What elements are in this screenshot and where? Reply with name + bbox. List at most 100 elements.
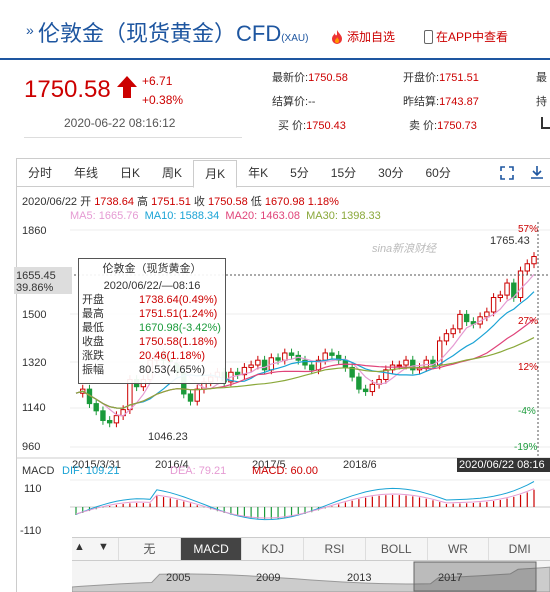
- ohlc-close: 1750.58: [207, 196, 248, 208]
- tab-15min[interactable]: 15分: [319, 160, 368, 187]
- navigator-selection[interactable]: [413, 561, 537, 592]
- change-value: +6.71: [142, 74, 173, 88]
- tab-monthly-k[interactable]: 月K: [193, 160, 238, 188]
- pct-tick-neg19: -19%: [514, 442, 537, 453]
- indicator-tabs: 无 MACD KDJ RSI BOLL WR DMI: [72, 537, 550, 561]
- tooltip-row: 开盘 1738.64(0.49%): [82, 294, 218, 306]
- navigator-area: [72, 566, 550, 592]
- tab-weekly-k[interactable]: 周K: [151, 160, 194, 187]
- candle-body: [255, 359, 261, 366]
- candle-body: [248, 364, 254, 368]
- indicator-wr[interactable]: WR: [426, 538, 489, 560]
- candle-body: [443, 333, 450, 342]
- divider: [24, 137, 242, 138]
- quote-field-bid: 买 价:1750.43: [278, 120, 346, 132]
- candle-body: [261, 359, 268, 371]
- ohlc-pct: 1.18%: [307, 196, 339, 208]
- candle-body: [403, 359, 409, 366]
- y-tick-960: 960: [22, 441, 40, 453]
- tooltip-row: 涨跌 20.46(1.18%): [82, 350, 206, 362]
- candle-body: [410, 359, 416, 371]
- navigator-year-2005: 2005: [166, 572, 190, 584]
- candle-body: [524, 263, 530, 272]
- period-tabs: 分时 年线 日K 周K 月K 年K 5分 15分 30分 60分: [17, 160, 550, 188]
- indicator-dmi[interactable]: DMI: [488, 538, 550, 560]
- ma30-label: MA30: 1398.33: [306, 210, 381, 222]
- candle-body: [106, 419, 113, 424]
- ohlc-summary: 2020/06/22 开 1738.64 高 1751.51 收 1750.58…: [22, 196, 339, 208]
- candle-tooltip: 伦敦金（现货黄金） 2020/06/22/—08:16 开盘 1738.64(0.…: [78, 258, 226, 384]
- watermark: sina新浪财经: [372, 242, 437, 255]
- tabbar-filler: [461, 160, 550, 187]
- candle-body: [362, 388, 369, 393]
- phone-icon: [424, 29, 433, 44]
- y-tick-1500: 1500: [22, 309, 46, 321]
- ma10-line: [75, 291, 535, 409]
- dea-line: [75, 488, 535, 519]
- candle-body: [497, 294, 504, 299]
- ma-legend: MA5: 1665.76 MA10: 1588.34 MA20: 1463.08…: [70, 210, 381, 222]
- add-favorite-button[interactable]: 添加自选: [330, 28, 395, 45]
- candle-body: [275, 357, 281, 361]
- ma30-line: [75, 337, 535, 409]
- cursor-value-box: [14, 267, 72, 294]
- title-prefix: »: [26, 22, 34, 38]
- tab-daily-k[interactable]: 日K: [109, 160, 152, 187]
- view-in-app-label: 在APP中查看: [436, 30, 509, 44]
- tab-yearly-k[interactable]: 年K: [237, 160, 280, 187]
- macd-title: MACD: [22, 465, 54, 477]
- candle-body: [463, 313, 470, 323]
- candle-body: [241, 366, 248, 376]
- x-label-2018: 2018/6: [343, 459, 377, 471]
- ohlc-open: 1738.64: [94, 196, 134, 208]
- quote-field-high: 最: [536, 72, 547, 84]
- candle-body: [383, 369, 389, 380]
- macd-chart[interactable]: MACD DIF: 109.21 DEA: 79.21 MACD: 60.00 …: [0, 462, 550, 536]
- candle-body: [329, 352, 335, 356]
- scroll-up-button[interactable]: ▲: [74, 541, 85, 553]
- range-navigator[interactable]: 2005 2009 2013 2017: [72, 560, 550, 592]
- quote-field-cutoff: [541, 117, 550, 129]
- view-in-app-button[interactable]: 在APP中查看: [424, 28, 508, 45]
- tab-30min[interactable]: 30分: [367, 160, 415, 187]
- tooltip-title: 伦敦金（现货黄金）: [102, 263, 202, 275]
- indicator-kdj[interactable]: KDJ: [241, 538, 303, 560]
- high-annotation: 1765.43: [490, 235, 530, 247]
- candle-body: [517, 270, 524, 299]
- ma5-label: MA5: 1665.76: [70, 210, 139, 222]
- candlestick-chart[interactable]: sina新浪财经 1860 1500 1320 1140 960 57% 27%…: [0, 222, 550, 472]
- cursor-pct: 39.86%: [16, 282, 54, 294]
- tooltip-date: 2020/06/22/—08:16: [103, 280, 201, 292]
- indicator-boll[interactable]: BOLL: [364, 538, 427, 560]
- ohlc-low: 1670.98: [264, 196, 305, 208]
- indicator-macd[interactable]: MACD: [179, 538, 242, 560]
- macd-dif: DIF: 109.21: [62, 465, 119, 477]
- tab-fenshi[interactable]: 分时: [17, 160, 64, 187]
- macd-value: MACD: 60.00: [252, 465, 318, 477]
- indicator-none[interactable]: 无: [118, 538, 180, 560]
- candle-body: [282, 352, 288, 361]
- candle-body: [369, 383, 376, 393]
- x-label-2015: 2015/3/31: [72, 459, 121, 471]
- chart-panel: [16, 158, 550, 592]
- candle-body: [100, 410, 106, 421]
- fire-icon: [332, 29, 342, 44]
- candle-body: [288, 352, 295, 356]
- tooltip-row: 最高 1751.51(1.24%): [82, 308, 218, 320]
- indicator-rsi[interactable]: RSI: [303, 538, 365, 560]
- x-highlight-label: 2020/06/22 08:16: [459, 459, 545, 471]
- tooltip-row: 收盘 1750.58(1.18%): [82, 336, 218, 348]
- quote-field-last: 最新价:1750.58: [272, 72, 348, 84]
- title-code: (XAU): [281, 33, 309, 44]
- tab-60min[interactable]: 60分: [414, 160, 462, 187]
- fullscreen-icon[interactable]: [500, 166, 514, 180]
- scroll-down-button[interactable]: ▼: [98, 541, 109, 553]
- candle-body: [234, 371, 241, 376]
- tab-year-line[interactable]: 年线: [63, 160, 110, 187]
- candle-body: [396, 364, 402, 367]
- download-icon[interactable]: [530, 165, 544, 179]
- pct-tick-neg4: -4%: [518, 406, 536, 417]
- y-tick-1860: 1860: [22, 225, 46, 237]
- tab-5min[interactable]: 5分: [279, 160, 320, 187]
- price-change: +6.71 +0.38%: [142, 72, 183, 110]
